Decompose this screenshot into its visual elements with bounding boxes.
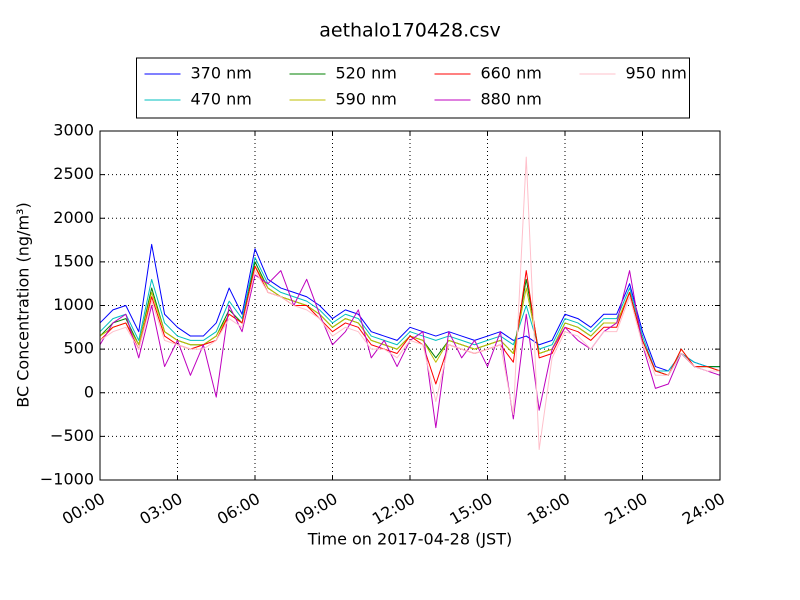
series-line (100, 156, 720, 450)
x-axis-label: Time on 2017-04-28 (JST) (307, 530, 512, 549)
legend-box (136, 57, 690, 119)
y-tick-label: 2000 (53, 208, 94, 227)
plot-frame (99, 130, 721, 481)
y-tick-label: 1500 (53, 251, 94, 270)
y-axis-label: BC Concentration (ng/m³) (14, 202, 33, 407)
y-tick-label: 3000 (53, 121, 94, 140)
y-tick-label: 0 (84, 382, 94, 401)
chart-title: aethalo170428.csv (319, 20, 501, 42)
legend-label: 660 nm (481, 64, 542, 83)
legend-label: 590 nm (336, 90, 397, 109)
y-tick-label: 2500 (53, 164, 94, 183)
y-tick-label: 500 (63, 339, 94, 358)
legend-label: 880 nm (481, 90, 542, 109)
legend-label: 370 nm (191, 64, 252, 83)
legend-label: 470 nm (191, 90, 252, 109)
plot-lines (100, 156, 720, 450)
legend-label: 950 nm (626, 64, 687, 83)
y-tick-label: −1000 (40, 470, 94, 489)
series-line (100, 243, 720, 372)
y-tick-label: −500 (50, 426, 94, 445)
series-line (100, 257, 720, 372)
legend-label: 520 nm (336, 64, 397, 83)
y-tick-label: 1000 (53, 295, 94, 314)
